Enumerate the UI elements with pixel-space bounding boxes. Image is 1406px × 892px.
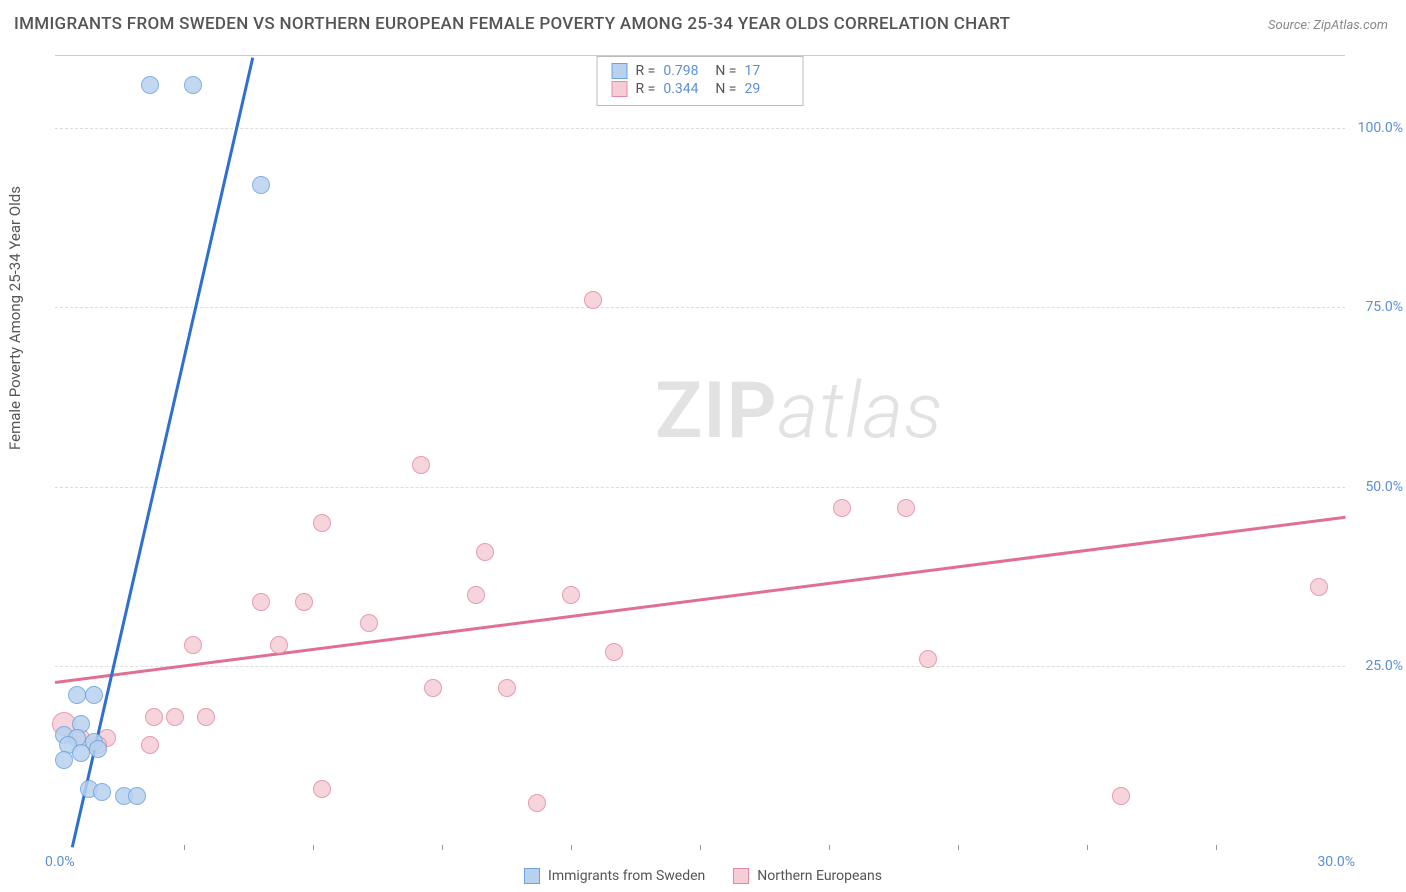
bottom-legend: Immigrants from Sweden Northern European… — [524, 868, 882, 884]
data-point — [897, 499, 915, 517]
data-point — [584, 291, 602, 309]
data-point — [605, 643, 623, 661]
x-axis-max-label: 30.0% — [1317, 854, 1355, 870]
data-point — [72, 744, 90, 762]
data-point — [252, 176, 270, 194]
swatch-series-a — [524, 868, 540, 884]
data-point — [412, 456, 430, 474]
data-point — [93, 783, 111, 801]
stats-row-series-b: R = 0.344 N = 29 — [612, 81, 789, 97]
watermark-atlas: atlas — [778, 366, 944, 457]
data-point — [476, 543, 494, 561]
data-point — [68, 686, 86, 704]
stat-label-r: R = — [636, 63, 656, 79]
x-tick — [700, 845, 701, 850]
legend-label-a: Immigrants from Sweden — [548, 868, 705, 884]
data-point — [360, 614, 378, 632]
data-point — [141, 76, 159, 94]
data-point — [184, 636, 202, 654]
data-point — [55, 751, 73, 769]
stat-n-a: 17 — [744, 63, 788, 79]
data-point — [467, 586, 485, 604]
x-tick — [571, 845, 572, 850]
data-point — [313, 514, 331, 532]
stat-r-b: 0.344 — [663, 81, 707, 97]
data-point — [313, 780, 331, 798]
data-point — [145, 708, 163, 726]
data-point — [498, 679, 516, 697]
x-axis-min-label: 0.0% — [45, 854, 75, 870]
data-point — [85, 686, 103, 704]
y-gridline — [55, 128, 1345, 129]
y-tick-label: 100.0% — [1348, 120, 1403, 136]
swatch-series-b — [733, 868, 749, 884]
y-tick-label: 75.0% — [1348, 299, 1403, 315]
stats-row-series-a: R = 0.798 N = 17 — [612, 63, 789, 79]
y-axis-label: Female Poverty Among 25-34 Year Olds — [6, 186, 24, 450]
source-attribution: Source: ZipAtlas.com — [1268, 18, 1388, 33]
x-tick — [1087, 845, 1088, 850]
y-gridline — [55, 307, 1345, 308]
data-point — [295, 593, 313, 611]
data-point — [166, 708, 184, 726]
data-point — [833, 499, 851, 517]
data-point — [197, 708, 215, 726]
data-point — [528, 794, 546, 812]
data-point — [252, 593, 270, 611]
y-gridline — [55, 487, 1345, 488]
trend-line — [55, 516, 1345, 684]
data-point — [184, 76, 202, 94]
legend-label-b: Northern Europeans — [757, 868, 882, 884]
data-point — [89, 740, 107, 758]
stat-label-n: N = — [715, 63, 736, 79]
stat-label-r: R = — [636, 81, 656, 97]
data-point — [1112, 787, 1130, 805]
y-tick-label: 25.0% — [1348, 658, 1403, 674]
y-gridline — [55, 666, 1345, 667]
stat-r-a: 0.798 — [663, 63, 707, 79]
watermark-zip: ZIP — [655, 366, 778, 457]
x-tick — [958, 845, 959, 850]
x-tick — [1216, 845, 1217, 850]
data-point — [424, 679, 442, 697]
legend-item-b: Northern Europeans — [733, 868, 882, 884]
data-point — [128, 787, 146, 805]
plot-area: ZIPatlas R = 0.798 N = 17 R = 0.344 N = … — [55, 55, 1345, 845]
stats-legend-box: R = 0.798 N = 17 R = 0.344 N = 29 — [597, 56, 804, 106]
data-point — [270, 636, 288, 654]
y-tick-label: 50.0% — [1348, 479, 1403, 495]
data-point — [141, 736, 159, 754]
stat-label-n: N = — [715, 81, 736, 97]
legend-item-a: Immigrants from Sweden — [524, 868, 705, 884]
data-point — [562, 586, 580, 604]
chart-title: IMMIGRANTS FROM SWEDEN VS NORTHERN EUROP… — [14, 14, 1010, 34]
x-tick — [442, 845, 443, 850]
x-tick — [313, 845, 314, 850]
swatch-series-a — [612, 63, 628, 79]
x-tick — [829, 845, 830, 850]
trend-line — [71, 57, 254, 848]
swatch-series-b — [612, 81, 628, 97]
data-point — [919, 650, 937, 668]
x-tick — [184, 845, 185, 850]
stat-n-b: 29 — [744, 81, 788, 97]
watermark: ZIPatlas — [655, 366, 944, 457]
data-point — [1310, 578, 1328, 596]
